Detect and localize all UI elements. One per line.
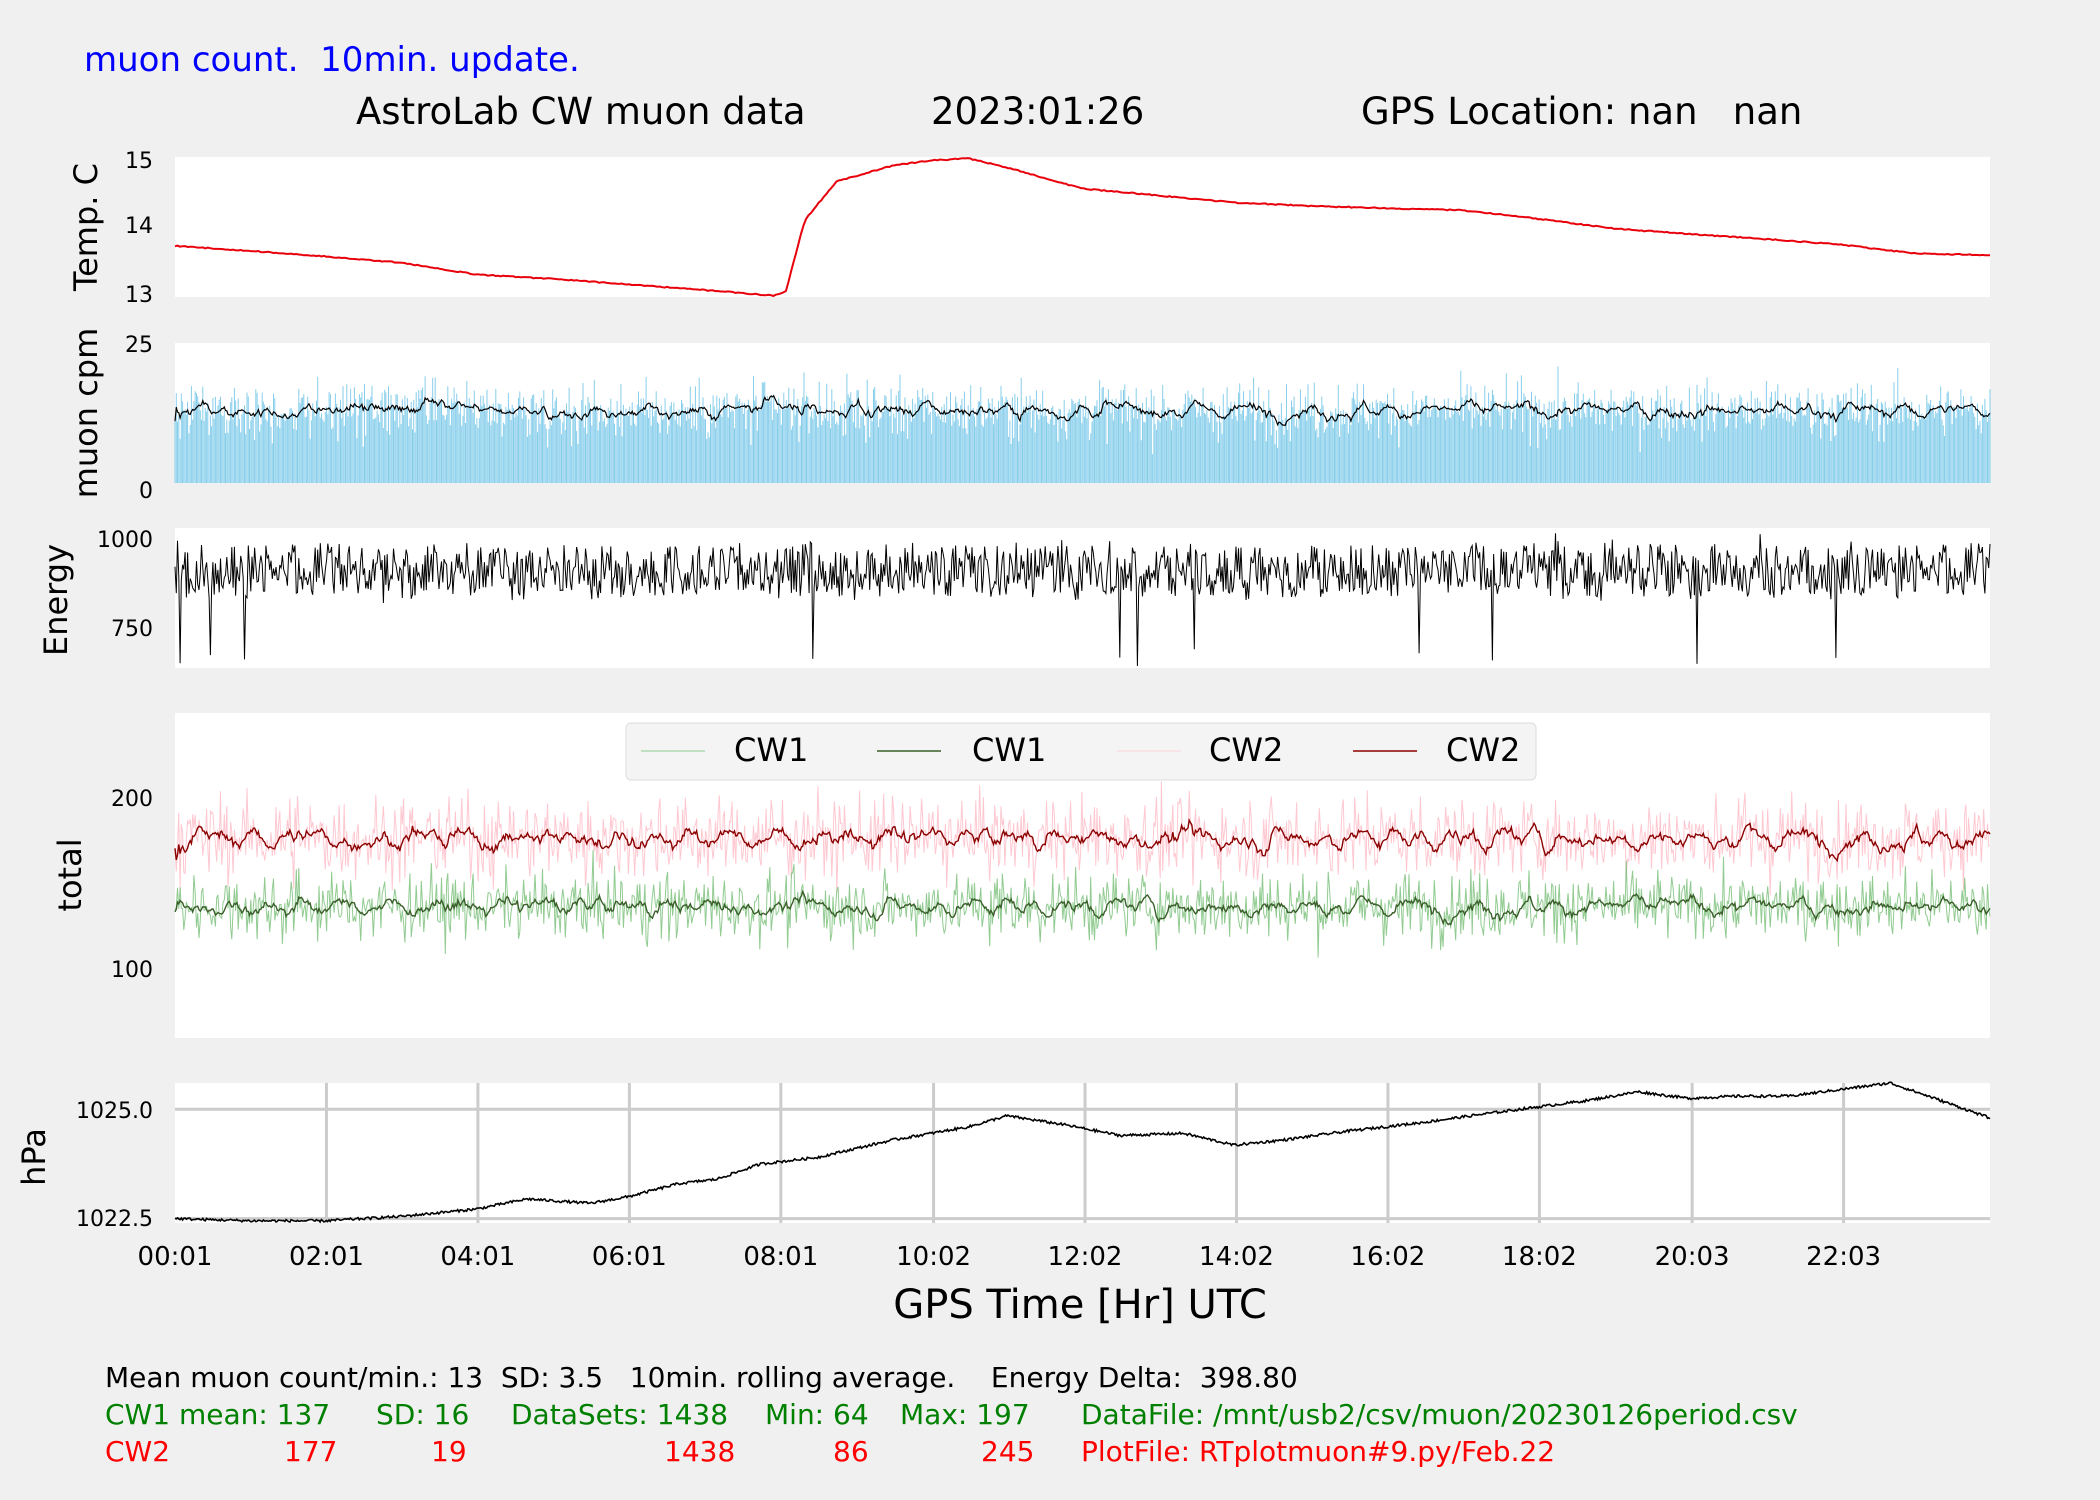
data-file: DataFile: /mnt/usb2/csv/muon/20230126per… — [1081, 1398, 1798, 1431]
pressure-line — [174, 1081, 1991, 1224]
plot-file: PlotFile: RTplotmuon#9.py/Feb.22 — [1081, 1435, 1556, 1468]
cw1-rolling-line — [174, 889, 1991, 926]
pressure-ytick-bottom: 1022.5 — [76, 1207, 153, 1232]
temp-ylabel: Temp. C — [67, 163, 105, 292]
temp-ytick-bottom: 13 — [125, 283, 153, 308]
cw1-max: Max: 197 — [900, 1398, 1030, 1431]
legend-label-cw1-rolling: CW1 — [972, 731, 1046, 769]
x-tick-label: 18:02 — [1502, 1242, 1577, 1272]
muon-bars — [174, 366, 1991, 483]
chart-title: AstroLab CW muon data — [356, 90, 806, 133]
total-legend: CW1 CW1 CW2 CW2 — [625, 722, 1537, 781]
cw1-mean: CW1 mean: 137 — [105, 1398, 331, 1431]
plot-area: CW1 CW1 CW2 CW2 15 14 13 Temp. C 25 0 mu… — [15, 149, 1991, 1328]
pressure-grid — [175, 1083, 1990, 1223]
energy-line — [174, 533, 1991, 667]
cw2-rolling-line — [174, 818, 1991, 863]
muon-panel — [175, 343, 1990, 483]
cw1-min: Min: 64 — [765, 1398, 869, 1431]
x-tick-label: 00:01 — [138, 1242, 213, 1272]
cw2-max: 245 — [981, 1435, 1035, 1468]
cw2-raw-line — [174, 781, 1991, 896]
pressure-panel — [175, 1083, 1990, 1223]
pressure-ylabel: hPa — [15, 1128, 53, 1186]
muon-rolling-average-line — [174, 394, 1991, 427]
footer-summary: Mean muon count/min.: 13 SD: 3.5 10min. … — [105, 1361, 1298, 1394]
temperature-panel — [175, 157, 1990, 297]
cw2-datasets: 1438 — [664, 1435, 736, 1468]
cw2-mean: 177 — [284, 1435, 338, 1468]
total-ytick-top: 200 — [111, 787, 153, 812]
total-ylabel: total — [51, 838, 89, 911]
x-tick-label: 14:02 — [1199, 1242, 1274, 1272]
pressure-ytick-top: 1025.0 — [76, 1099, 153, 1124]
muon-ylabel: muon cpm — [67, 328, 105, 499]
x-axis-label: GPS Time [Hr] UTC — [893, 1282, 1267, 1328]
energy-panel — [175, 528, 1990, 668]
legend-box — [625, 722, 1537, 781]
cw1-datasets: DataSets: 1438 — [511, 1398, 729, 1431]
x-tick-label: 20:03 — [1655, 1242, 1730, 1272]
x-tick-label: 04:01 — [440, 1242, 515, 1272]
energy-ytick-top: 1000 — [97, 528, 153, 553]
energy-ylabel: Energy — [37, 544, 75, 656]
cw1-sd: SD: 16 — [376, 1398, 470, 1431]
total-ytick-bottom: 100 — [111, 958, 153, 983]
x-tick-label: 02:01 — [289, 1242, 364, 1272]
legend-label-cw2-raw: CW2 — [1209, 731, 1283, 769]
temp-ytick-mid: 14 — [125, 214, 153, 239]
muon-ytick-top: 25 — [125, 333, 153, 358]
gps-location: GPS Location: nan nan — [1361, 90, 1803, 133]
x-tick-label: 06:01 — [592, 1242, 667, 1272]
muon-ytick-bottom: 0 — [139, 479, 153, 504]
temp-ytick-top: 15 — [125, 149, 153, 174]
legend-label-cw1-raw: CW1 — [734, 731, 808, 769]
energy-ytick-bottom: 750 — [111, 617, 153, 642]
legend-label-cw2-rolling: CW2 — [1446, 731, 1520, 769]
x-tick-label: 16:02 — [1350, 1242, 1425, 1272]
chart-date: 2023:01:26 — [931, 90, 1145, 133]
x-tick-label: 12:02 — [1048, 1242, 1123, 1272]
update-note: muon count. 10min. update. — [84, 40, 580, 80]
x-tick-label: 22:03 — [1806, 1242, 1881, 1272]
x-tick-label: 08:01 — [743, 1242, 818, 1272]
cw2-min: 86 — [833, 1435, 869, 1468]
x-tick-label: 10:02 — [896, 1242, 971, 1272]
cw2-label: CW2 — [105, 1435, 171, 1468]
x-axis-ticks: 00:01 02:01 04:01 06:01 08:01 10:02 12:02 14:02… — [138, 1242, 1882, 1272]
cw2-sd: 19 — [431, 1435, 467, 1468]
temperature-line — [174, 157, 1990, 298]
